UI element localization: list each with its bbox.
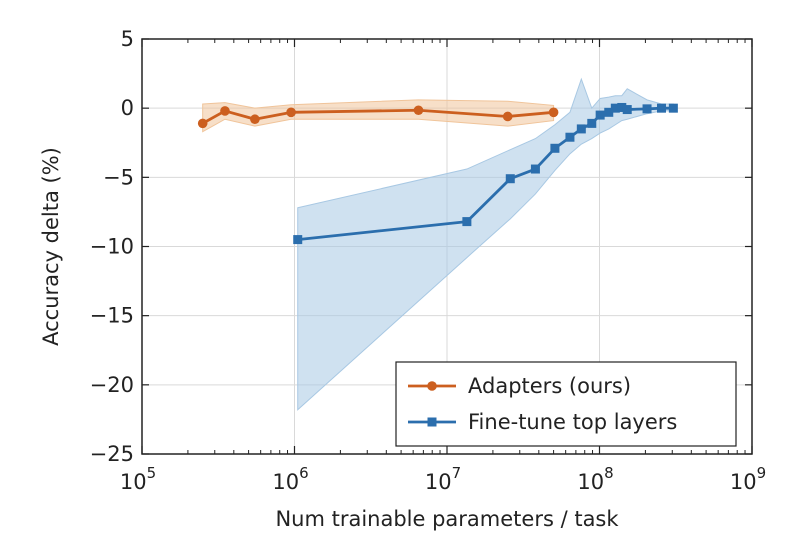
data-point xyxy=(604,107,614,117)
y-tick-label: −25 xyxy=(90,442,134,466)
y-tick-label: −20 xyxy=(90,373,134,397)
data-point xyxy=(587,118,597,128)
series-markers xyxy=(197,102,678,245)
data-point xyxy=(413,105,424,116)
data-point xyxy=(197,118,208,129)
data-point xyxy=(610,103,620,113)
data-point xyxy=(622,105,632,115)
legend-label: Adapters (ours) xyxy=(468,374,631,398)
legend-marker xyxy=(427,417,437,427)
x-tick-label: 108 xyxy=(577,464,613,494)
y-tick-label: 0 xyxy=(121,96,134,120)
data-point xyxy=(293,235,303,245)
legend-label: Fine-tune top layers xyxy=(468,410,677,434)
legend-box xyxy=(395,361,737,447)
series-band-2 xyxy=(297,77,674,411)
data-point xyxy=(565,132,575,142)
data-point xyxy=(595,110,605,120)
data-point xyxy=(668,103,678,113)
y-axis-label: Accuracy delta (%) xyxy=(39,147,63,346)
legend-marker xyxy=(427,381,437,391)
legend: Adapters (ours) Fine-tune top layers xyxy=(395,361,737,447)
y-tick-label: −5 xyxy=(103,165,134,189)
data-point xyxy=(462,217,472,227)
data-point xyxy=(576,124,586,134)
data-point xyxy=(656,103,666,113)
data-point xyxy=(220,106,230,116)
x-tick-label: 106 xyxy=(272,464,308,494)
confidence-bands xyxy=(202,77,674,411)
y-tick-label: −15 xyxy=(90,304,134,328)
data-point xyxy=(286,107,296,118)
x-tick-label: 109 xyxy=(730,464,766,494)
data-point xyxy=(642,104,652,114)
y-tick-label: 5 xyxy=(121,27,134,51)
data-point xyxy=(502,111,513,122)
x-tick-label: 105 xyxy=(120,464,156,494)
data-point xyxy=(505,174,515,184)
data-point xyxy=(550,143,560,153)
data-point xyxy=(530,164,540,174)
x-tick-label: 107 xyxy=(425,464,461,494)
y-tick-label: −10 xyxy=(90,235,134,259)
data-point xyxy=(617,102,627,112)
x-axis-label: Num trainable parameters / task xyxy=(275,507,619,531)
data-point xyxy=(548,107,559,118)
data-point xyxy=(250,114,260,125)
